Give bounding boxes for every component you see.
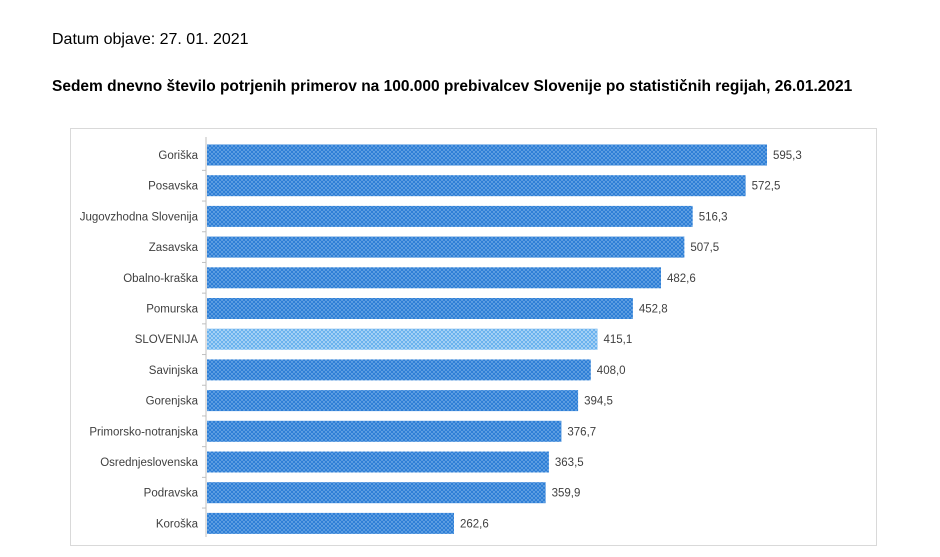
bar-posavska bbox=[207, 175, 746, 197]
chart-title: Sedem dnevno število potrjenih primerov … bbox=[52, 78, 853, 95]
bar-slovenija bbox=[207, 328, 598, 350]
value-label: 516,3 bbox=[699, 211, 728, 223]
category-label: Pomurska bbox=[146, 304, 198, 316]
value-label: 507,5 bbox=[690, 242, 719, 254]
category-label: Jugovzhodna Slovenija bbox=[80, 211, 199, 223]
value-label: 376,7 bbox=[567, 426, 596, 438]
category-label: Zasavska bbox=[149, 242, 199, 254]
value-label: 408,0 bbox=[597, 365, 626, 377]
bar-osrednjeslovenska bbox=[207, 451, 549, 473]
category-label: Obalno-kraška bbox=[123, 273, 198, 285]
category-label: SLOVENIJA bbox=[135, 334, 199, 346]
category-label: Primorsko-notranjska bbox=[89, 426, 198, 438]
category-label: Goriška bbox=[158, 150, 198, 162]
category-label: Savinjska bbox=[149, 365, 199, 377]
value-label: 394,5 bbox=[584, 396, 613, 408]
category-label: Posavska bbox=[148, 181, 198, 193]
publication-date: Datum objave: 27. 01. 2021 bbox=[52, 31, 249, 48]
value-label: 572,5 bbox=[752, 181, 781, 193]
category-label: Osrednjeslovenska bbox=[100, 457, 198, 469]
bar-chart: Goriška 595,3 Posavska 572,5 Jugovzhodna Slo… bbox=[80, 137, 802, 537]
bar-obalno-kraška bbox=[207, 267, 661, 289]
bar-jugovzhodna-slovenija bbox=[207, 205, 693, 227]
bar-goriška bbox=[207, 144, 767, 166]
category-label: Koroška bbox=[156, 518, 199, 530]
bar-podravska bbox=[207, 482, 546, 504]
bar-koroška bbox=[207, 512, 454, 534]
value-label: 415,1 bbox=[604, 334, 633, 346]
value-label: 452,8 bbox=[639, 304, 668, 316]
value-label: 359,9 bbox=[552, 488, 581, 500]
value-label: 482,6 bbox=[667, 273, 696, 285]
chart-area: Goriška 595,3 Posavska 572,5 Jugovzhodna Slo… bbox=[70, 128, 877, 546]
value-label: 262,6 bbox=[460, 518, 489, 530]
bars-group: Goriška 595,3 Posavska 572,5 Jugovzhodna Slo… bbox=[80, 137, 802, 537]
bar-primorsko-notranjska bbox=[207, 420, 562, 442]
bar-savinjska bbox=[207, 359, 591, 381]
bar-pomurska bbox=[207, 298, 633, 319]
bar-zasavska bbox=[207, 236, 685, 258]
bar-gorenjska bbox=[207, 390, 579, 412]
value-label: 595,3 bbox=[773, 150, 802, 162]
category-label: Gorenjska bbox=[146, 396, 199, 408]
category-label: Podravska bbox=[144, 488, 199, 500]
value-label: 363,5 bbox=[555, 457, 584, 469]
